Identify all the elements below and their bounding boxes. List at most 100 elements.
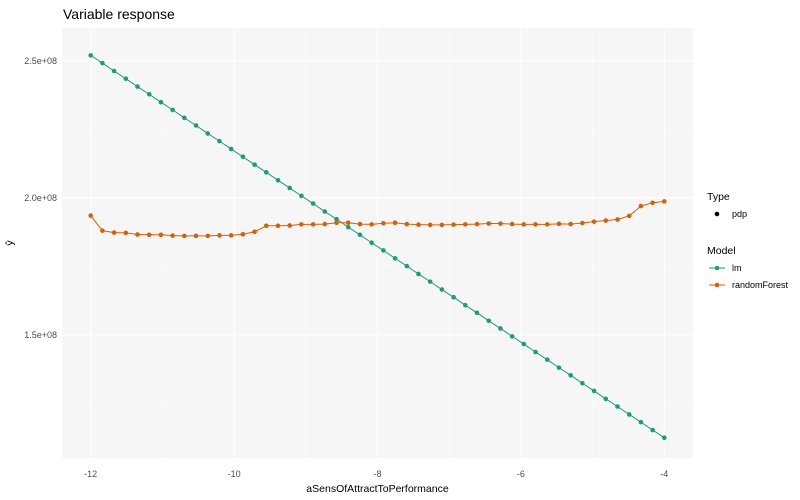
data-point-lm bbox=[498, 326, 503, 331]
data-point-randomForest bbox=[217, 233, 222, 238]
data-point-lm bbox=[275, 177, 281, 183]
data-point-randomForest bbox=[193, 233, 199, 239]
data-point-randomForest bbox=[533, 222, 538, 227]
data-point-randomForest bbox=[228, 233, 234, 238]
data-point-randomForest bbox=[521, 222, 527, 227]
data-point-lm bbox=[146, 91, 152, 97]
data-point-lm bbox=[544, 357, 550, 362]
data-point-lm bbox=[533, 349, 538, 355]
data-point-lm bbox=[299, 193, 304, 199]
data-point-lm bbox=[392, 256, 398, 261]
data-point-lm bbox=[334, 216, 339, 222]
y-tick-label: 2.5e+08 bbox=[24, 56, 57, 66]
x-axis-label: aSensOfAttractToPerformance bbox=[306, 483, 449, 495]
legend: Type pdp Model lm randomForest bbox=[707, 191, 789, 290]
chart-title: Variable response bbox=[63, 6, 175, 22]
data-point-randomForest bbox=[474, 221, 480, 227]
data-point-lm bbox=[463, 302, 468, 308]
data-point-randomForest bbox=[158, 232, 164, 238]
data-point-lm bbox=[439, 287, 445, 292]
data-point-randomForest bbox=[427, 222, 433, 228]
data-point-randomForest bbox=[591, 219, 597, 224]
legend-title: Model bbox=[707, 245, 736, 257]
legend-label: randomForest bbox=[732, 280, 789, 290]
data-point-randomForest bbox=[135, 232, 140, 237]
data-point-randomForest bbox=[580, 220, 585, 226]
data-point-randomForest bbox=[416, 222, 421, 227]
legend-key-point bbox=[714, 282, 720, 288]
y-tick-label: 1.5e+08 bbox=[24, 330, 57, 340]
legend-key-point bbox=[714, 211, 720, 217]
data-point-lm bbox=[404, 263, 410, 269]
data-point-lm bbox=[287, 185, 293, 191]
data-point-randomForest bbox=[638, 203, 644, 209]
series-randomForest bbox=[88, 199, 667, 239]
y-tick-labels: 1.5e+08 2.0e+08 2.5e+08 bbox=[24, 56, 57, 340]
data-point-randomForest bbox=[88, 213, 93, 218]
data-point-lm bbox=[568, 372, 573, 378]
data-point-lm bbox=[111, 68, 117, 74]
data-point-randomForest bbox=[650, 200, 655, 206]
data-point-lm bbox=[170, 107, 175, 113]
data-point-randomForest bbox=[240, 231, 246, 237]
data-point-randomForest bbox=[123, 230, 129, 236]
data-point-lm bbox=[509, 334, 515, 339]
data-point-randomForest bbox=[603, 218, 609, 223]
data-point-lm bbox=[591, 388, 597, 394]
y-axis-label: ŷ bbox=[4, 240, 16, 246]
data-point-randomForest bbox=[205, 233, 211, 239]
data-point-lm bbox=[123, 76, 129, 81]
data-point-lm bbox=[88, 53, 93, 58]
gridlines bbox=[18, 28, 693, 458]
data-point-randomForest bbox=[509, 221, 515, 227]
data-point-randomForest bbox=[310, 222, 316, 227]
legend-entry-lm: lm bbox=[709, 263, 742, 273]
data-point-lm bbox=[100, 60, 105, 66]
data-point-lm bbox=[263, 170, 269, 175]
data-point-randomForest bbox=[544, 222, 550, 227]
data-point-randomForest bbox=[404, 221, 410, 227]
legend-title: Type bbox=[707, 191, 730, 203]
data-point-lm bbox=[556, 365, 562, 370]
data-point-lm bbox=[322, 209, 328, 214]
data-point-randomForest bbox=[357, 221, 363, 227]
data-point-randomForest bbox=[146, 232, 152, 238]
data-point-randomForest bbox=[369, 222, 374, 227]
data-point-randomForest bbox=[275, 223, 281, 229]
data-point-lm bbox=[228, 146, 234, 152]
data-point-lm bbox=[217, 138, 222, 144]
data-point-randomForest bbox=[568, 221, 573, 227]
x-tick-labels: -12 -10 -8 -6 -4 bbox=[84, 469, 668, 479]
data-point-lm bbox=[182, 115, 187, 121]
legend-entry-randomForest: randomForest bbox=[709, 280, 789, 290]
data-point-lm bbox=[381, 248, 386, 253]
data-point-randomForest bbox=[439, 222, 445, 228]
data-point-lm bbox=[193, 123, 199, 128]
data-point-lm bbox=[158, 99, 164, 105]
data-point-lm bbox=[650, 427, 655, 433]
y-tick-label: 2.0e+08 bbox=[24, 193, 57, 203]
data-point-lm bbox=[369, 240, 374, 246]
legend-entry-pdp: pdp bbox=[714, 209, 747, 219]
data-point-randomForest bbox=[392, 220, 398, 226]
x-tick-label: -6 bbox=[517, 469, 525, 479]
data-point-randomForest bbox=[287, 223, 293, 228]
data-point-randomForest bbox=[486, 221, 492, 226]
data-point-randomForest bbox=[626, 213, 632, 219]
data-point-lm bbox=[416, 271, 421, 277]
data-point-lm bbox=[474, 310, 480, 316]
series-lm bbox=[88, 53, 667, 441]
data-point-lm bbox=[357, 232, 363, 238]
x-tick-label: -8 bbox=[373, 469, 381, 479]
data-point-randomForest bbox=[252, 229, 257, 235]
data-point-lm bbox=[451, 294, 456, 300]
data-point-randomForest bbox=[662, 199, 667, 204]
x-tick-label: -4 bbox=[660, 469, 668, 479]
data-point-randomForest bbox=[100, 228, 105, 233]
data-point-lm bbox=[626, 412, 632, 417]
data-point-randomForest bbox=[381, 220, 386, 226]
data-point-randomForest bbox=[334, 220, 339, 226]
data-point-lm bbox=[638, 419, 644, 425]
